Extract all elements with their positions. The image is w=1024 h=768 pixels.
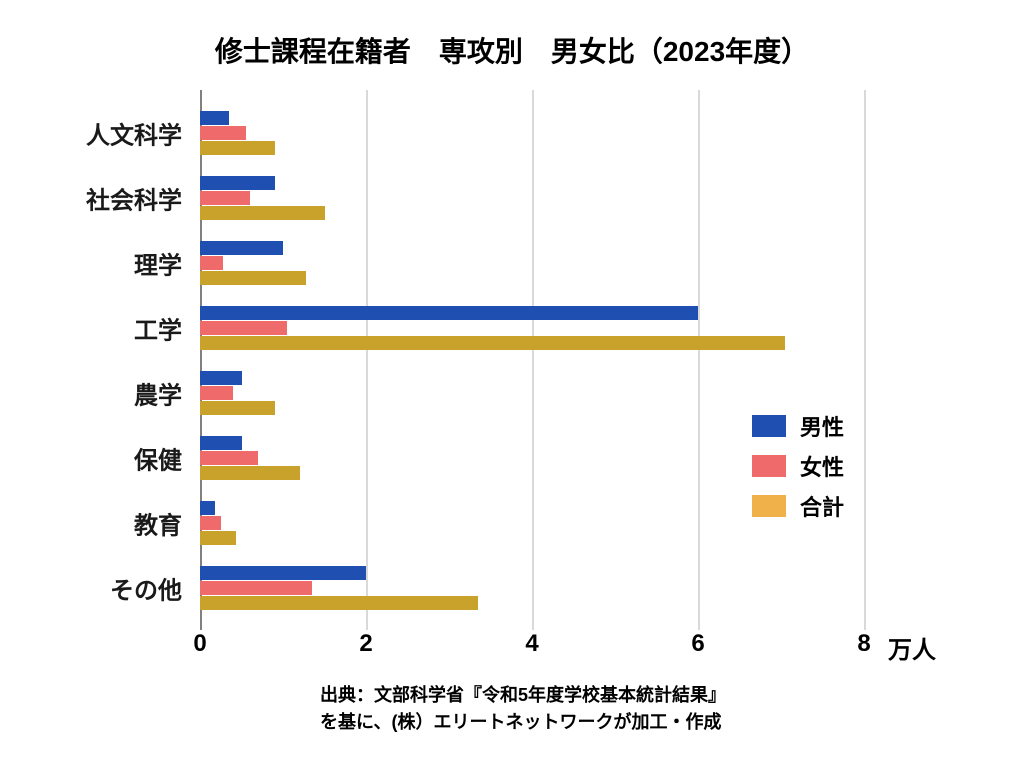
category-label: 工学	[134, 310, 200, 345]
bar	[200, 191, 250, 205]
bar	[200, 126, 246, 140]
category-label: 人文科学	[86, 115, 200, 150]
bar	[200, 516, 221, 530]
bar	[200, 596, 478, 610]
bar	[200, 111, 229, 125]
category-label: 教育	[134, 505, 200, 540]
bar	[200, 436, 242, 450]
x-axis-unit: 万人	[864, 630, 936, 665]
legend: 男性女性合計	[752, 410, 844, 522]
bar	[200, 206, 325, 220]
bar	[200, 321, 287, 335]
legend-label: 男性	[800, 410, 844, 442]
bar	[200, 371, 242, 385]
chart-title: 修士課程在籍者 専攻別 男女比（2023年度）	[40, 30, 984, 70]
bar	[200, 401, 275, 415]
legend-item: 合計	[752, 490, 844, 522]
bar-group: 社会科学	[200, 176, 864, 220]
bar	[200, 531, 236, 545]
x-gridline	[864, 90, 866, 630]
credit-line-2: を基に、(株）エリートネットワークが加工・作成	[320, 709, 984, 736]
x-axis: 万人 02468	[200, 630, 864, 674]
bar	[200, 386, 233, 400]
legend-swatch	[752, 455, 786, 477]
bar	[200, 581, 312, 595]
bar	[200, 466, 300, 480]
legend-swatch	[752, 495, 786, 517]
category-label: 農学	[134, 375, 200, 410]
bar	[200, 271, 306, 285]
bar	[200, 176, 275, 190]
bar-group: その他	[200, 566, 864, 610]
x-tick-label: 6	[691, 630, 704, 658]
bar	[200, 336, 785, 350]
bar-group: 人文科学	[200, 111, 864, 155]
bar	[200, 566, 366, 580]
bar	[200, 306, 698, 320]
category-label: その他	[110, 570, 200, 605]
bar	[200, 501, 215, 515]
bar-group: 工学	[200, 306, 864, 350]
x-tick-label: 4	[525, 630, 538, 658]
x-tick-label: 2	[359, 630, 372, 658]
legend-label: 女性	[800, 450, 844, 482]
bars-layer: 人文科学社会科学理学工学農学保健教育その他	[200, 90, 864, 630]
x-tick-label: 8	[857, 630, 870, 658]
bar	[200, 241, 283, 255]
bar	[200, 256, 223, 270]
credit-line-1: 出典：文部科学省『令和5年度学校基本統計結果』	[320, 682, 984, 709]
plot-area: 人文科学社会科学理学工学農学保健教育その他 男性女性合計	[200, 90, 864, 630]
bar	[200, 141, 275, 155]
chart-container: 修士課程在籍者 専攻別 男女比（2023年度） 人文科学社会科学理学工学農学保健…	[0, 0, 1024, 768]
category-label: 保健	[134, 440, 200, 475]
legend-label: 合計	[800, 490, 844, 522]
bar-group: 農学	[200, 371, 864, 415]
legend-swatch	[752, 415, 786, 437]
bar-group: 理学	[200, 241, 864, 285]
bar	[200, 451, 258, 465]
legend-item: 女性	[752, 450, 844, 482]
category-label: 社会科学	[86, 180, 200, 215]
category-label: 理学	[134, 245, 200, 280]
x-tick-label: 0	[193, 630, 206, 658]
legend-item: 男性	[752, 410, 844, 442]
credit: 出典：文部科学省『令和5年度学校基本統計結果』 を基に、(株）エリートネットワー…	[320, 682, 984, 736]
